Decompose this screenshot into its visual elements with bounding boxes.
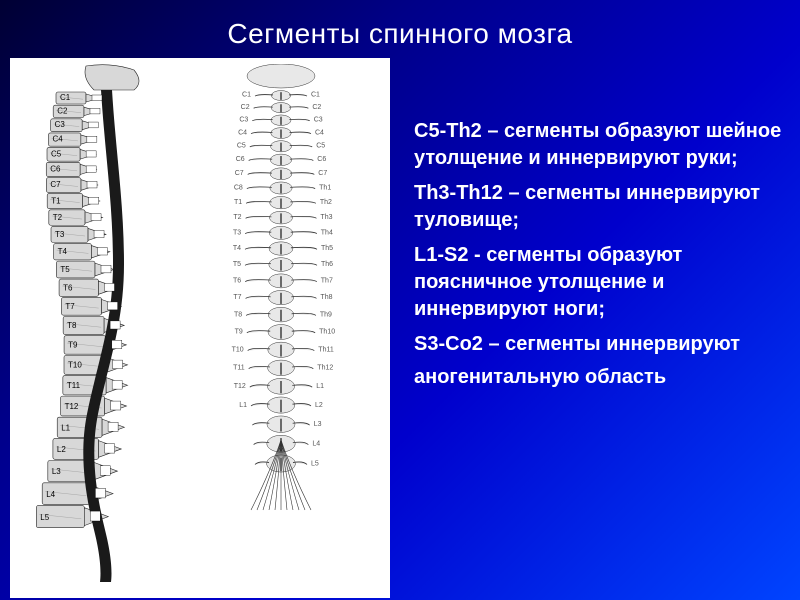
vertebra-label: T2 bbox=[53, 213, 63, 222]
post-label-left: T1 bbox=[234, 199, 242, 206]
cauda-equina bbox=[251, 440, 311, 510]
skull-posterior bbox=[247, 64, 315, 88]
vertebra-label: T6 bbox=[63, 283, 73, 292]
vertebra-label: T5 bbox=[60, 265, 70, 274]
post-label-left: C3 bbox=[239, 116, 248, 123]
post-label-left: C5 bbox=[237, 143, 246, 150]
post-label-left: L1 bbox=[239, 402, 247, 409]
segment-block: L1-S2 - сегменты образуют поясничное уто… bbox=[414, 242, 784, 323]
post-label-right: Th8 bbox=[320, 294, 332, 301]
vertebra-label: L3 bbox=[52, 467, 61, 476]
vertebra-label: T1 bbox=[51, 196, 61, 205]
posterior-vertebrae bbox=[245, 91, 317, 473]
post-label-right: C7 bbox=[318, 170, 327, 177]
lateral-svg: C1 C2 C3 C4 C5 C6 C7 T1 T2 T3 T4 T5 T6 T7 T8 T9 T10 T11 T1… bbox=[16, 64, 186, 584]
post-label-right: Th6 bbox=[321, 261, 333, 268]
segment-block: S3-Co2 – сегменты иннервируют bbox=[414, 331, 784, 358]
post-label-right: C1 bbox=[311, 92, 320, 99]
post-label-right: Th5 bbox=[321, 245, 333, 252]
vertebra-label: T7 bbox=[65, 302, 75, 311]
post-label-left: C4 bbox=[238, 129, 247, 136]
post-label-right: C2 bbox=[312, 104, 321, 111]
vertebra-label: T12 bbox=[65, 402, 79, 411]
post-label-left: T7 bbox=[233, 294, 241, 301]
vertebra-label: C2 bbox=[57, 106, 68, 115]
post-label-left: T3 bbox=[233, 229, 241, 236]
post-label-left: T10 bbox=[232, 346, 244, 353]
vertebra-label: T8 bbox=[67, 321, 77, 330]
vertebra-label: T11 bbox=[67, 381, 81, 390]
post-label-right: L3 bbox=[314, 421, 322, 428]
posterior-labels-left: C1 C2 C3 C4 C5 C6 C7 C8 T1 T2 T3 T4 T5 T6 T7 T8 T9 T10 T11… bbox=[232, 92, 251, 409]
post-label-left: T12 bbox=[234, 383, 246, 390]
vertebra-label: C7 bbox=[50, 180, 61, 189]
post-label-right: Th9 bbox=[320, 311, 332, 318]
vertebra-label: L5 bbox=[40, 513, 49, 522]
post-label-right: Th7 bbox=[321, 277, 333, 284]
spine-posterior-view: C1 C2 C3 C4 C5 C6 C7 C8 T1 T2 T3 T4 T5 T6 T7 T8 T9 T10 T11… bbox=[186, 64, 376, 584]
post-label-right: Th2 bbox=[320, 199, 332, 206]
illustration-panel: C1 C2 C3 C4 C5 C6 C7 T1 T2 T3 T4 T5 T6 T7 T8 T9 T10 T11 T1… bbox=[10, 58, 390, 598]
posterior-svg: C1 C2 C3 C4 C5 C6 C7 C8 T1 T2 T3 T4 T5 T6 T7 T8 T9 T10 T11… bbox=[211, 64, 351, 584]
post-label-left: T11 bbox=[233, 365, 245, 372]
vertebra-label: C3 bbox=[55, 120, 66, 129]
post-label-right: L4 bbox=[312, 441, 320, 448]
post-label-left: T9 bbox=[235, 329, 243, 336]
vertebra-label: T3 bbox=[55, 230, 65, 239]
page-title: Сегменты спинного мозга bbox=[0, 0, 800, 58]
post-label-left: C8 bbox=[234, 184, 243, 191]
vertebra-label: T4 bbox=[58, 247, 68, 256]
post-label-left: C6 bbox=[236, 156, 245, 163]
post-label-right: C3 bbox=[314, 116, 323, 123]
post-label-right: Th3 bbox=[320, 214, 332, 221]
post-label-right: Th1 bbox=[319, 184, 331, 191]
post-label-left: C7 bbox=[235, 170, 244, 177]
post-label-left: T8 bbox=[234, 311, 242, 318]
segment-range: L1-S2 bbox=[414, 244, 468, 266]
content-row: C1 C2 C3 C4 C5 C6 C7 T1 T2 T3 T4 T5 T6 T7 T8 T9 T10 T11 T1… bbox=[0, 58, 800, 598]
vertebra-label: C5 bbox=[51, 149, 62, 158]
segment-range: С5-Th2 bbox=[414, 120, 482, 142]
segment-range: Th3-Th12 bbox=[414, 182, 503, 204]
post-label-right: L1 bbox=[316, 383, 324, 390]
post-label-left: T4 bbox=[233, 245, 241, 252]
segment-block: Th3-Th12 – сегменты иннервируют туловище… bbox=[414, 180, 784, 234]
vertebra-label: C6 bbox=[50, 165, 61, 174]
post-label-right: Th11 bbox=[318, 346, 334, 353]
segment-last-line: аногенитальную область bbox=[414, 366, 784, 389]
vertebra-label: C4 bbox=[53, 135, 64, 144]
vertebra-label: L2 bbox=[57, 445, 66, 454]
post-label-right: Th4 bbox=[321, 229, 333, 236]
post-label-left: T2 bbox=[233, 214, 241, 221]
vertebra-label: L1 bbox=[61, 423, 70, 432]
post-label-right: L2 bbox=[315, 402, 323, 409]
posterior-labels-right: C1 C2 C3 C4 C5 C6 C7 Th1 Th2 Th3 Th4 Th5 Th6 Th7 Th8 Th… bbox=[311, 92, 335, 468]
post-label-left: C2 bbox=[241, 104, 250, 111]
vertebra-label: T10 bbox=[68, 361, 82, 370]
post-label-left: T5 bbox=[233, 261, 241, 268]
segment-range: S3-Co2 bbox=[414, 333, 483, 355]
post-label-right: C5 bbox=[316, 143, 325, 150]
post-label-left: T6 bbox=[233, 277, 241, 284]
spine-lateral-view: C1 C2 C3 C4 C5 C6 C7 T1 T2 T3 T4 T5 T6 T7 T8 T9 T10 T11 T1… bbox=[16, 64, 186, 584]
post-label-left: C1 bbox=[242, 92, 251, 99]
vertebra-label: C1 bbox=[60, 93, 71, 102]
skull-base bbox=[85, 65, 139, 90]
segment-block: С5-Th2 – сегменты образуют шейное утолще… bbox=[414, 118, 784, 172]
post-label-right: Th12 bbox=[317, 365, 333, 372]
vertebra-label: L4 bbox=[46, 490, 55, 499]
post-label-right: C4 bbox=[315, 129, 324, 136]
post-label-right: C6 bbox=[317, 156, 326, 163]
text-column: С5-Th2 – сегменты образуют шейное утолще… bbox=[390, 58, 800, 598]
vertebra-label: T9 bbox=[68, 341, 78, 350]
segment-desc: – сегменты иннервируют bbox=[483, 333, 740, 355]
post-label-right: Th10 bbox=[319, 329, 335, 336]
post-label-right: L5 bbox=[311, 460, 319, 467]
